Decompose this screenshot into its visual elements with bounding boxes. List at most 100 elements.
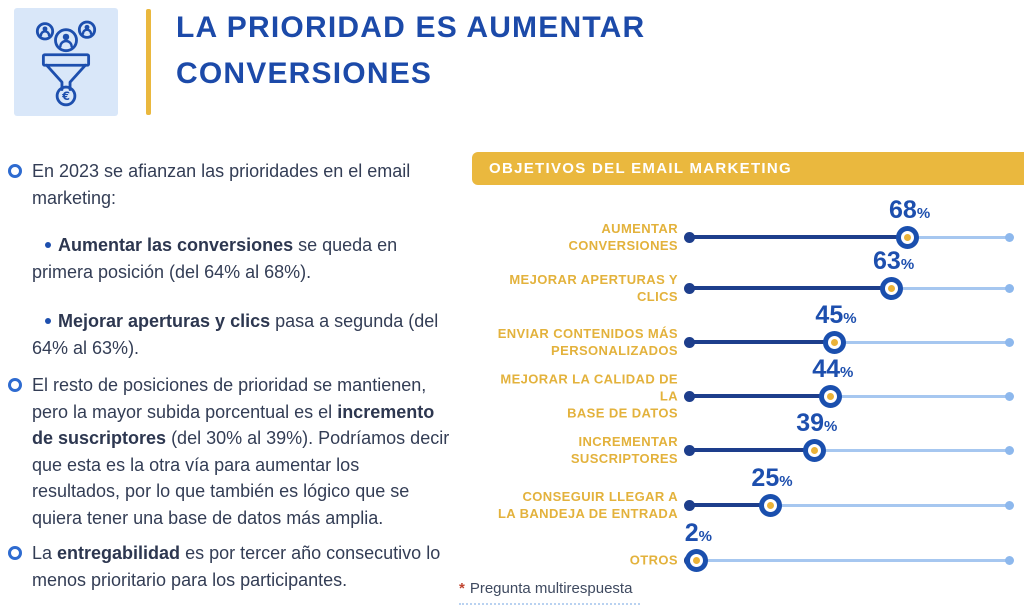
category-label: OTROS — [480, 552, 678, 569]
track-end-dot — [1005, 555, 1014, 565]
page-title: LA PRIORIDAD ES AUMENTAR CONVERSIONES — [176, 5, 645, 97]
category-label: ENVIAR CONTENIDOS MÁS PERSONALIZADOS — [480, 325, 678, 359]
value-label: 63% — [849, 246, 939, 276]
value-label: 2% — [653, 518, 743, 548]
value-dot — [822, 330, 846, 354]
value-dot — [758, 493, 782, 517]
bullet-bold-text: Aumentar las conversiones — [58, 235, 294, 255]
track-line-light — [696, 558, 1010, 562]
category-label-line: MEJORAR LA CALIDAD DE LA — [500, 371, 678, 404]
track-start-dot — [684, 390, 695, 402]
value-number: 2 — [684, 519, 699, 547]
bullet-2023-priorities: En 2023 se afianzan las prioridades en e… — [8, 158, 450, 211]
track-line-light — [834, 340, 1010, 344]
page-title-line1: LA PRIORIDAD ES AUMENTAR — [176, 11, 646, 44]
track-line-dark — [690, 235, 908, 239]
track-end-dot — [1005, 391, 1014, 401]
value-label: 25% — [727, 463, 817, 493]
value-dot — [819, 384, 843, 408]
track-end-dot — [1005, 232, 1014, 242]
chart-footnote: * Pregunta multirespuesta — [459, 580, 641, 605]
category-label-line: PERSONALIZADOS — [551, 343, 678, 358]
bullet-ring-icon — [8, 546, 22, 560]
value-dot — [684, 548, 708, 572]
track-line-light — [830, 394, 1010, 398]
category-label-line: ENVIAR CONTENIDOS MÁS — [497, 326, 678, 341]
subbullet-aumentar-conversiones: Aumentar las conversiones se queda en pr… — [32, 232, 450, 285]
value-dot — [803, 438, 827, 462]
sub-bullet-dot-icon — [45, 241, 51, 248]
sub-bullet-dot-icon — [45, 317, 51, 324]
svg-text:€: € — [61, 90, 70, 103]
title-accent-bar — [146, 9, 151, 115]
subbullet-mejorar-aperturas: Mejorar aperturas y clics pasa a segunda… — [32, 308, 450, 361]
value-percent-sign: % — [916, 205, 931, 222]
track-line-light — [770, 503, 1010, 507]
track-start-dot — [684, 444, 695, 456]
value-dot-center-icon — [888, 284, 896, 292]
track-line-light — [891, 286, 1010, 290]
category-label: MEJORAR APERTURAS Y CLICS — [480, 271, 678, 305]
value-label: 44% — [788, 354, 878, 384]
value-label: 68% — [865, 195, 955, 225]
bullet-text: La — [32, 543, 58, 563]
page-title-line2: CONVERSIONES — [176, 57, 433, 90]
track-line-light — [907, 235, 1010, 239]
value-number: 45 — [815, 301, 844, 329]
bullet-bold-text: entregabilidad — [57, 543, 181, 563]
value-dot-center-icon — [904, 233, 912, 241]
bullet-text: pasa a segunda (del 64% al 63%). — [32, 311, 439, 358]
category-label-line: AUMENTAR — [601, 221, 678, 236]
value-number: 44 — [812, 355, 841, 383]
value-number: 25 — [751, 464, 780, 492]
track-start-dot — [684, 282, 695, 294]
category-label-line: INCREMENTAR — [578, 434, 678, 449]
bullet-entregabilidad: La entregabilidad es por tercer año cons… — [8, 540, 450, 593]
category-label-line: BASE DE DATOS — [567, 405, 678, 421]
footnote-asterisk: * — [459, 580, 465, 597]
track-line-dark — [690, 448, 815, 452]
category-label: INCREMENTAR SUSCRIPTORES — [480, 433, 678, 467]
category-label-line: SUSCRIPTORES — [570, 451, 678, 466]
category-label-line: LA BANDEJA DE ENTRADA — [497, 506, 678, 521]
category-label: CONSEGUIR LLEGAR A LA BANDEJA DE ENTRADA — [480, 488, 678, 522]
value-percent-sign: % — [900, 256, 915, 273]
category-label-line: CLICS — [637, 289, 678, 304]
category-label-line: OTROS — [629, 552, 678, 568]
track-end-dot — [1005, 337, 1014, 347]
value-dot-center-icon — [830, 338, 838, 346]
funnel-users-euro-icon: € — [14, 8, 118, 116]
track-line-dark — [690, 340, 834, 344]
track-line-light — [814, 448, 1010, 452]
bullet-resto-posiciones: El resto de posiciones de prioridad se m… — [8, 372, 450, 531]
value-dot-center-icon — [692, 556, 700, 564]
bullet-text: (del 30% al 39%). Podríamos decir que es… — [32, 428, 450, 528]
funnel-users-euro-graphic: € — [35, 20, 97, 107]
value-percent-sign: % — [843, 310, 857, 327]
category-label-line: CONVERSIONES — [568, 238, 678, 253]
value-dot — [880, 276, 904, 300]
track-end-dot — [1005, 283, 1014, 293]
bullet-text: es por tercer año consecutivo lo menos p… — [32, 543, 441, 590]
bullet-ring-icon — [8, 378, 22, 392]
chart-title-bar: OBJETIVOS DEL EMAIL MARKETING — [472, 152, 1024, 185]
track-end-dot — [1005, 445, 1014, 455]
category-label: MEJORAR LA CALIDAD DE LA BASE DE DATOS — [480, 371, 678, 422]
track-start-dot — [684, 231, 695, 243]
value-percent-sign: % — [698, 528, 713, 545]
value-number: 68 — [889, 196, 917, 224]
track-line-dark — [690, 394, 831, 398]
footnote-underline: * Pregunta multirespuesta — [459, 580, 641, 605]
value-dot-center-icon — [811, 446, 819, 454]
value-label: 39% — [772, 408, 862, 438]
value-number: 63 — [873, 247, 901, 275]
footnote-text: Pregunta multirespuesta — [469, 580, 633, 597]
value-dot — [896, 225, 920, 249]
bullet-text: En 2023 se afianzan las prioridades en e… — [32, 161, 411, 208]
value-label: 45% — [791, 300, 881, 330]
bullet-bold-text: incremento de suscriptores — [32, 401, 435, 449]
track-end-dot — [1005, 500, 1014, 510]
value-percent-sign: % — [824, 418, 838, 435]
value-dot-center-icon — [827, 392, 835, 400]
track-line-dark — [690, 286, 892, 290]
